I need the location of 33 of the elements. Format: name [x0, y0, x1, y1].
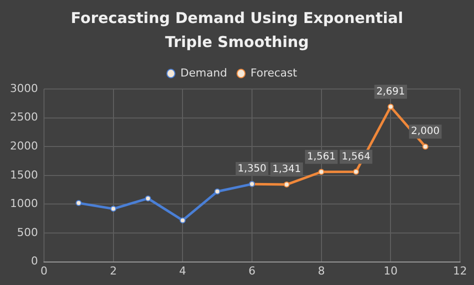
- legend-label: Forecast: [250, 66, 298, 80]
- y-tick-label: 2000: [10, 139, 38, 152]
- x-tick-label: 4: [179, 264, 186, 278]
- y-tick-label: 3000: [10, 82, 38, 95]
- x-tick-label: 0: [40, 264, 48, 278]
- point: [144, 195, 151, 202]
- y-tick-label: 1000: [10, 197, 38, 210]
- legend-label: Demand: [180, 66, 228, 80]
- chart-title: Forecasting Demand Using Exponential Triple Smoothing: [70, 8, 404, 53]
- point: [388, 104, 394, 110]
- y-tick-label: 500: [16, 226, 38, 239]
- point: [76, 200, 82, 206]
- point: [180, 217, 186, 224]
- point: [284, 182, 290, 188]
- x-tick-label: 6: [248, 264, 256, 278]
- point: [318, 168, 324, 175]
- y-tick-label: 0: [30, 254, 38, 268]
- data-label: 1,561: [307, 151, 336, 162]
- point: [353, 168, 359, 175]
- data-label: 1,350: [238, 164, 266, 175]
- point: [422, 144, 428, 150]
- data-label: 1,341: [272, 164, 301, 176]
- y-tick-label: 1500: [10, 168, 38, 182]
- x-tick-label: 8: [318, 264, 325, 278]
- point: [214, 188, 220, 195]
- data-label: 1,564: [342, 151, 370, 162]
- x-tick-label: 12: [453, 264, 467, 278]
- point: [110, 206, 116, 212]
- x-tick-label: 2: [110, 264, 117, 278]
- y-tick-label: 2500: [10, 110, 38, 124]
- x-tick-label: 10: [384, 264, 398, 278]
- data-label: 2,000: [411, 126, 440, 138]
- data-label: 2,691: [376, 86, 405, 98]
